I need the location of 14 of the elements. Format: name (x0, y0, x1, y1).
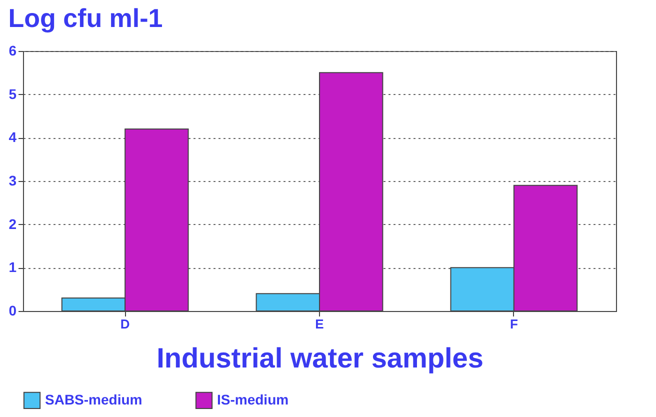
y-tick-label: 0 (8, 302, 17, 318)
x-axis-title: Industrial water samples (156, 342, 484, 374)
legend-label: SABS-medium (45, 391, 142, 408)
x-tick-label: D (120, 316, 130, 332)
x-tick-label: E (315, 316, 324, 332)
y-tick-label: 4 (8, 129, 17, 146)
y-tick-label: 3 (8, 172, 17, 188)
y-tick-label: 6 (8, 42, 17, 58)
legend-label: IS-medium (217, 391, 289, 408)
y-tick-label: 5 (8, 86, 17, 102)
y-tick-label: 2 (8, 216, 17, 232)
chart-title: Log cfu ml-1 (8, 3, 163, 33)
x-tick-label: F (510, 316, 518, 332)
y-tick-label: 1 (8, 259, 17, 276)
